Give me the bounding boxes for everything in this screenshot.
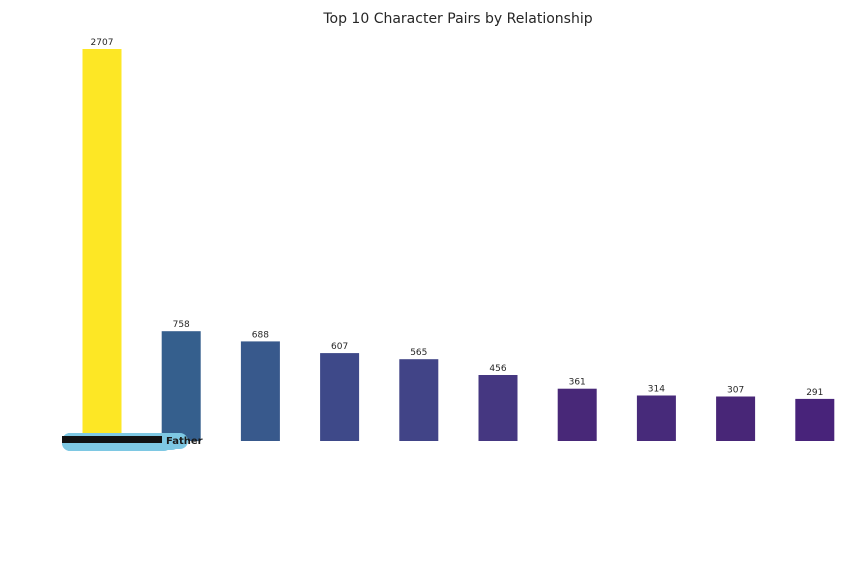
bars-group — [82, 49, 835, 441]
overlapped-text-band — [62, 436, 162, 443]
bar-4 — [320, 353, 360, 441]
bar-10 — [795, 398, 835, 441]
bar-7 — [557, 388, 597, 441]
data-label-4: 607 — [331, 342, 348, 352]
data-label-10: 291 — [806, 388, 823, 398]
bar-2 — [161, 331, 201, 441]
bar-9 — [716, 396, 756, 441]
overlapping-label-cluster: Father — [62, 433, 203, 451]
data-label-5: 565 — [410, 348, 427, 358]
data-labels-group: 2707 758 688 607 565 456 361 314 307 291 — [91, 38, 824, 398]
bar-1 — [82, 49, 122, 441]
chart-title: Top 10 Character Pairs by Relationship — [322, 11, 592, 27]
bar-5 — [399, 359, 439, 441]
bar-6 — [478, 375, 518, 441]
data-label-2: 758 — [173, 320, 190, 330]
data-label-9: 307 — [727, 386, 744, 396]
bar-3 — [240, 341, 280, 441]
data-label-1: 2707 — [91, 38, 114, 48]
data-label-3: 688 — [252, 330, 269, 340]
data-label-7: 361 — [569, 378, 586, 388]
bar-8 — [636, 395, 676, 441]
overlapping-label-text: Father — [166, 436, 203, 447]
data-label-6: 456 — [489, 364, 506, 374]
data-label-8: 314 — [648, 385, 665, 395]
